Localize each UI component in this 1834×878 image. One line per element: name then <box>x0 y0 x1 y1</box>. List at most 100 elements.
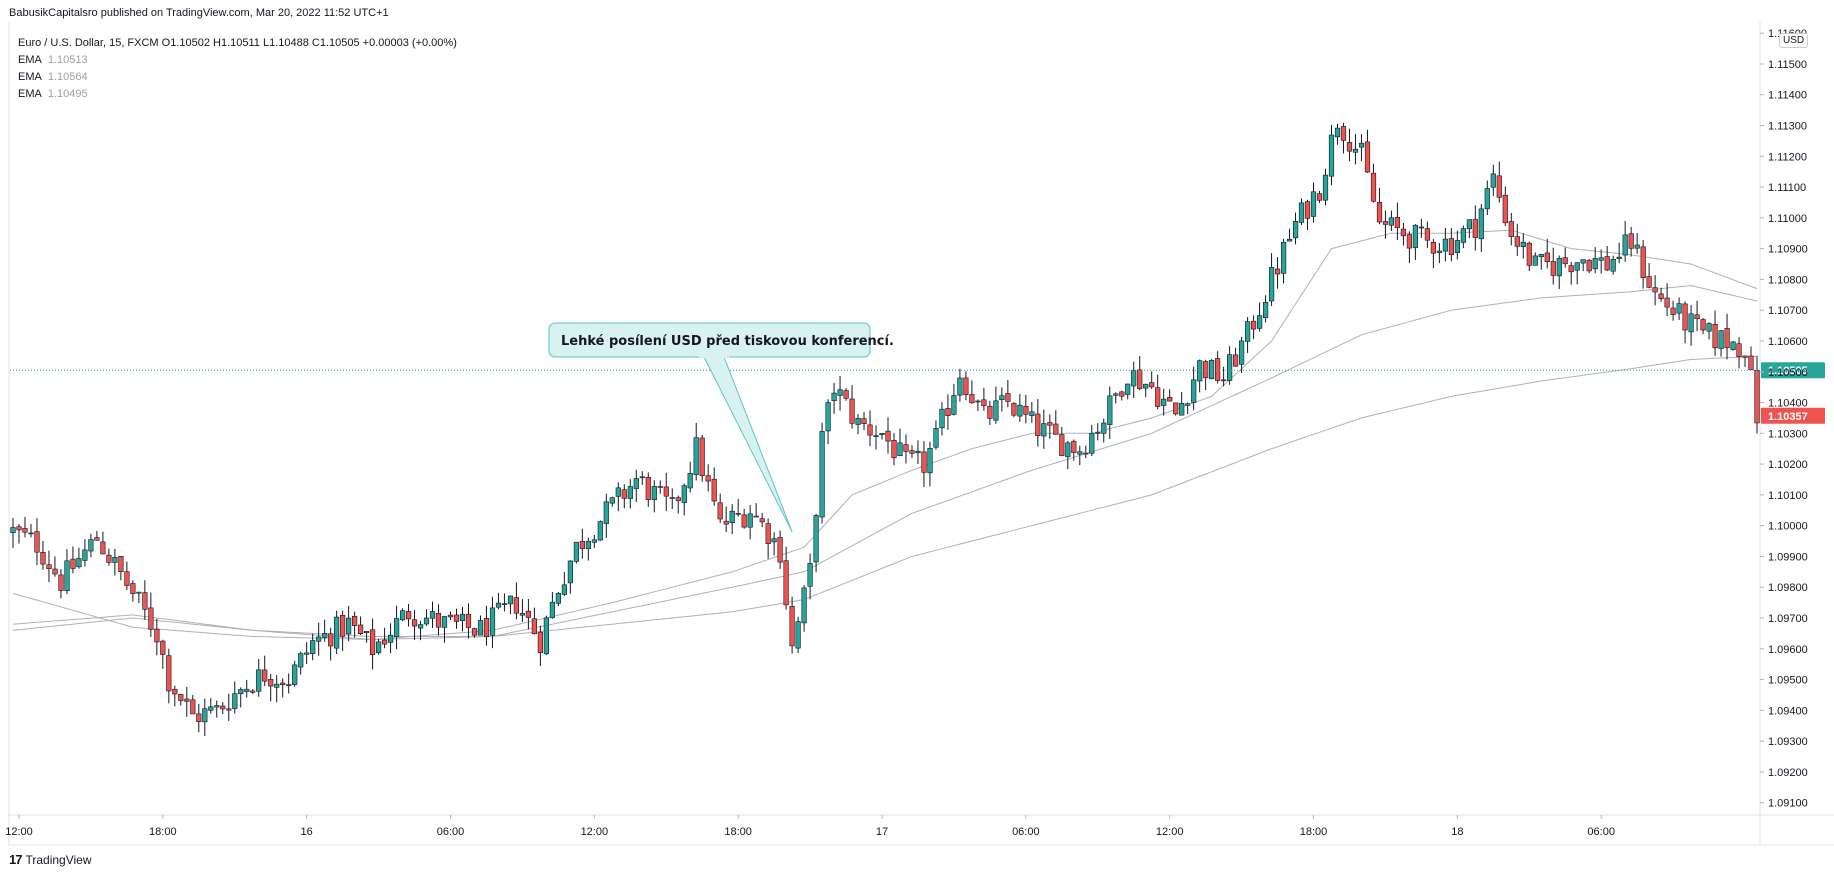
candle <box>489 596 496 649</box>
candle-body <box>597 521 603 541</box>
candle <box>166 648 172 704</box>
candle-body <box>627 486 633 499</box>
candle-body <box>1424 228 1430 241</box>
ema-legend-2[interactable]: EMA 1.10564 <box>18 71 88 83</box>
candle <box>52 556 58 577</box>
candle-body <box>699 437 705 476</box>
candle <box>1712 310 1718 356</box>
candle-body <box>543 617 549 655</box>
candle <box>831 382 837 414</box>
candle <box>783 546 789 610</box>
candle <box>423 609 430 626</box>
candle <box>639 471 645 485</box>
candle-body <box>1263 301 1269 318</box>
candle-body <box>441 616 448 628</box>
candle <box>1107 386 1113 439</box>
candle-body <box>1658 293 1664 299</box>
candle-body <box>357 624 364 634</box>
candle <box>345 606 352 642</box>
candle-body <box>345 617 352 635</box>
candle <box>621 484 627 509</box>
ema-legend-3[interactable]: EMA 1.10495 <box>18 88 88 100</box>
candle <box>1490 164 1496 196</box>
callout-text: Lehké posílení USD před tiskovou konfere… <box>561 334 894 349</box>
candle <box>1418 218 1424 238</box>
candle <box>417 620 424 641</box>
candle-body <box>130 583 136 594</box>
candle-body <box>1592 258 1598 270</box>
price-axis[interactable]: 1.09100 1.09200 1.09300 1.09400 1.09500 1.096… <box>1760 28 1808 810</box>
candle-body <box>310 640 316 654</box>
candle-body <box>250 690 256 693</box>
candle-body <box>1149 382 1155 388</box>
candle-body <box>1029 411 1035 416</box>
candle <box>537 625 543 666</box>
candle-body <box>657 486 663 488</box>
candle <box>286 673 292 694</box>
candle <box>1137 355 1143 391</box>
candle <box>1269 253 1275 306</box>
candle <box>1041 409 1047 449</box>
currency-badge[interactable]: USD <box>1779 33 1809 48</box>
candle <box>777 530 783 569</box>
candle <box>447 611 454 621</box>
candle <box>813 513 819 573</box>
candle-body <box>801 587 807 624</box>
candle <box>208 698 214 714</box>
candle <box>411 610 418 640</box>
candle-body <box>40 551 46 565</box>
candle <box>441 615 448 643</box>
candle <box>1718 330 1724 357</box>
time-axis[interactable]: 12:00 18:00 16 06:00 12:00 18:00 17 06:00 12:00 1… <box>5 815 1615 838</box>
candle <box>1281 238 1287 284</box>
candle <box>28 523 34 538</box>
candle <box>280 678 286 698</box>
candle <box>328 627 334 661</box>
candle <box>351 611 358 638</box>
candle <box>633 469 639 503</box>
candle <box>1538 253 1544 270</box>
candle <box>1616 242 1622 264</box>
candle-body <box>1376 202 1383 223</box>
candle-body <box>555 593 561 604</box>
candle <box>525 599 531 630</box>
price-tick-label: 1.09800 <box>1768 582 1808 594</box>
candle <box>1095 423 1101 441</box>
candle <box>148 592 154 637</box>
candle-body <box>244 688 250 692</box>
time-tick-label: 06:00 <box>1587 826 1615 838</box>
candle-body <box>304 652 310 655</box>
symbol-line[interactable]: Euro / U.S. Dollar, 15, FXCM O1.10502 H1… <box>18 37 457 49</box>
candle <box>1640 240 1646 289</box>
chart-legend: Euro / U.S. Dollar, 15, FXCM O1.10502 H1… <box>18 35 457 103</box>
candle-body <box>681 485 687 503</box>
price-tick-label: 1.10200 <box>1768 459 1808 471</box>
candle <box>1556 255 1562 290</box>
candle-body <box>70 558 76 569</box>
candle-body <box>381 639 388 645</box>
candle-body <box>1550 261 1556 276</box>
candle-body <box>16 526 22 531</box>
candle <box>304 642 310 664</box>
candle-body <box>951 395 957 415</box>
annotation-callout[interactable]: Lehké posílení USD před tiskovou konfere… <box>548 322 894 533</box>
candle-body <box>621 489 627 499</box>
candle-body <box>1442 238 1448 252</box>
candle-body <box>1382 221 1389 225</box>
tradingview-logo-icon[interactable]: 17 <box>9 852 23 867</box>
candle-body <box>465 613 472 628</box>
callout-pointer <box>703 356 793 533</box>
candle-body <box>1622 234 1628 256</box>
candle-body <box>64 560 70 591</box>
candle <box>1448 228 1454 262</box>
candle <box>771 532 777 556</box>
ema-legend-1[interactable]: EMA 1.10513 <box>18 54 88 66</box>
candle <box>1562 247 1568 268</box>
candle-body <box>1304 201 1311 219</box>
candle-body <box>375 641 382 654</box>
candle-body <box>1281 242 1287 274</box>
price-tick-label: 1.10600 <box>1768 336 1808 348</box>
candle <box>879 432 885 440</box>
candle <box>1466 219 1472 239</box>
